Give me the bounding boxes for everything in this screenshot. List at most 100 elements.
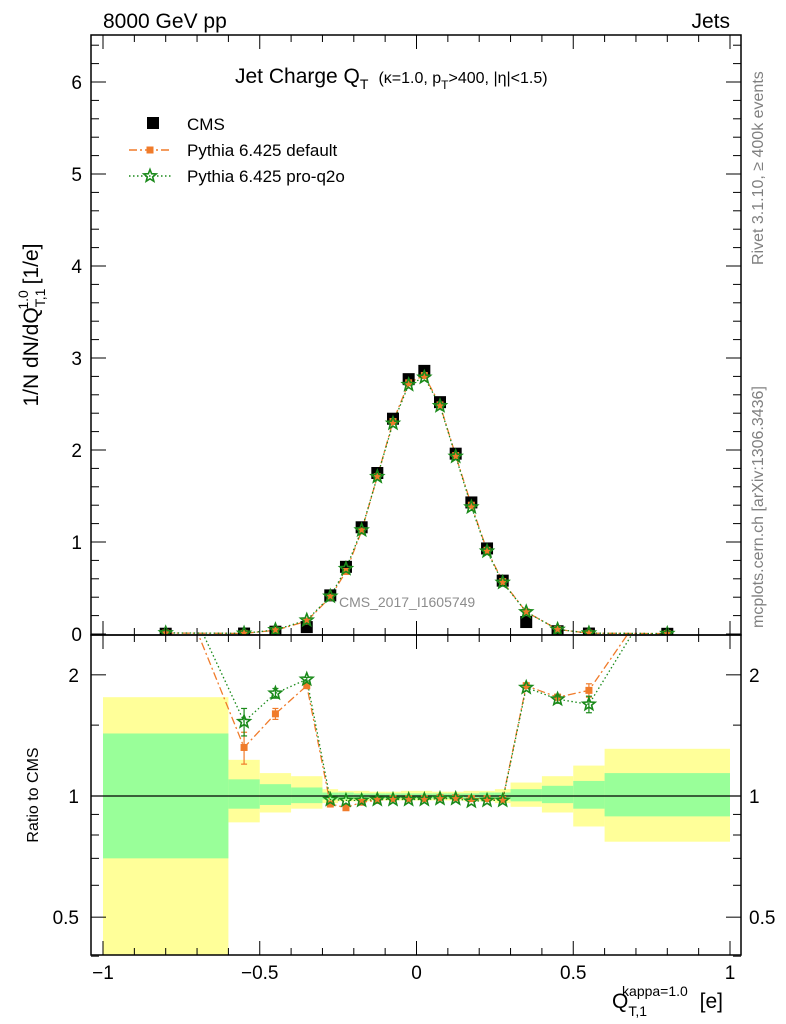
main-point-s1-2	[271, 626, 279, 634]
ratio-point-s0-14	[483, 795, 491, 803]
x-tick-label: −0.5	[241, 963, 279, 984]
ratio-point-s0-5	[342, 804, 350, 812]
ratio-point-s1-6	[353, 791, 370, 808]
x-tick-label: −1	[92, 963, 114, 984]
main-point-s2-0	[157, 624, 174, 635]
main-point-s1-18	[585, 629, 593, 635]
main-y-tick-label: 6	[71, 73, 82, 94]
ratio-series-line-1	[202, 635, 633, 802]
ratio-point-s1-5	[337, 791, 355, 808]
x-tick-label: 0.5	[560, 963, 586, 984]
main-point-s2-11	[431, 397, 449, 413]
chart-title: Jet Charge QT (κ=1.0, pT>400, |η|<1.5)	[235, 65, 548, 92]
main-point-s1-1	[240, 629, 248, 635]
main-point-s2-17	[549, 620, 566, 635]
ratio-band-inner-17	[541, 785, 574, 804]
ratio-point-s1-7	[369, 790, 386, 807]
ratio-point-s0-12	[452, 794, 460, 802]
ratio-point-s1-11	[431, 789, 449, 806]
ratio-y-tick-label-right: 1	[749, 787, 760, 808]
main-point-s1-7	[373, 473, 381, 481]
ratio-point-s1-10	[416, 790, 433, 807]
ratio-point-s1-19	[661, 571, 673, 583]
main-point-s1-9	[405, 379, 413, 387]
ratio-point-s0-11	[436, 794, 444, 802]
main-point-s2-13	[463, 498, 480, 515]
x-tick-label: 1	[725, 963, 736, 984]
ratio-point-s1-1	[235, 712, 253, 729]
main-point-s2-10	[416, 368, 433, 385]
main-point-s1-10	[420, 371, 428, 379]
main-point-s2-7	[369, 467, 386, 484]
main-y-tick-label: 3	[71, 349, 82, 370]
ratio-plot-layer	[91, 571, 741, 955]
ratio-point-s1-16	[517, 678, 535, 695]
main-point-s2-3	[298, 611, 316, 628]
main-point-s1-8	[389, 417, 397, 425]
legend-label-pythia-proq2o: Pythia 6.425 pro-q2o	[187, 167, 345, 186]
ratio-point-s0-9	[405, 795, 413, 803]
ratio-y-tick-label: 1	[68, 787, 79, 808]
x-axis-label: QT,1kappa=1.0 [e]	[612, 983, 723, 1019]
main-y-tick-label: 4	[71, 257, 82, 278]
ratio-point-s0-2	[271, 710, 279, 718]
legend-label-cms: CMS	[187, 115, 225, 134]
main-point-s1-11	[436, 401, 444, 409]
main-point-s2-18	[580, 624, 598, 635]
main-point-s2-19	[659, 624, 676, 635]
analysis-id-label: CMS_2017_I1605749	[339, 594, 475, 610]
legend: CMS Pythia 6.425 default Pythia 6.425 pr…	[129, 115, 345, 186]
main-point-s2-14	[478, 542, 496, 559]
main-y-tick-label: 1	[71, 533, 82, 554]
ratio-y-tick-label: 2	[68, 666, 79, 687]
ratio-series-line-0	[197, 635, 628, 809]
legend-marker-pythia-proq2o	[141, 167, 159, 184]
ratio-point-s1-2	[267, 684, 284, 701]
main-point-s2-6	[353, 521, 370, 538]
mcplots-credit-label: mcplots.cern.ch [arXiv:1306.3436]	[750, 386, 767, 628]
ratio-band-inner-18	[573, 780, 605, 809]
ratio-point-s1-15	[494, 791, 511, 808]
ratio-point-s1-3	[298, 670, 316, 687]
ratio-y-tick-label: 0.5	[53, 908, 79, 929]
ratio-point-s0-15	[499, 796, 507, 804]
main-point-s1-12	[452, 452, 460, 460]
x-tick-label: 0	[411, 963, 422, 984]
main-point-s1-4	[326, 593, 334, 601]
header-energy-label: 8000 GeV pp	[103, 10, 227, 33]
ratio-point-s0-6	[358, 798, 366, 806]
main-y-tick-label: 2	[71, 441, 82, 462]
main-point-s2-15	[494, 573, 511, 590]
ratio-point-s0-16	[522, 682, 530, 690]
main-y-tick-label: 0	[71, 625, 82, 646]
main-point-s2-16	[517, 603, 535, 619]
main-y-tick-label: 5	[71, 165, 82, 186]
ratio-point-s1-9	[400, 790, 417, 807]
main-point-s1-17	[554, 625, 562, 633]
ratio-band-inner-1	[228, 779, 260, 809]
ratio-point-s0-19	[664, 574, 671, 581]
ratio-point-s0-3	[303, 682, 311, 690]
ratio-point-s1-4	[322, 790, 339, 807]
header-process-label: Jets	[691, 10, 730, 33]
main-plot-layer	[157, 364, 676, 635]
main-point-s1-13	[467, 501, 475, 509]
ratio-point-s1-17	[549, 690, 566, 707]
ratio-y-tick-label-right: 2	[749, 666, 760, 687]
ratio-point-s0-13	[467, 795, 475, 803]
ratio-y-tick-label-right: 0.5	[749, 908, 775, 929]
main-point-s1-14	[483, 546, 491, 554]
ratio-point-s0-7	[373, 796, 381, 804]
legend-marker-pythia-default	[146, 146, 154, 154]
main-panel: 0 1 2 3 4 5 6 1/N dN/dQT,11.0 [1/e] Jet Charge…	[15, 34, 742, 646]
ratio-band-inner-2	[259, 784, 292, 805]
ratio-point-s0-18	[585, 686, 593, 694]
ratio-point-s0-1	[240, 743, 248, 751]
ratio-point-s1-8	[384, 790, 402, 807]
main-point-s1-16	[522, 608, 530, 616]
main-series-line-2	[165, 376, 668, 635]
legend-star-glyph	[141, 167, 159, 184]
ratio-band-inner-16	[510, 789, 542, 802]
ratio-point-s1-13	[463, 792, 480, 809]
